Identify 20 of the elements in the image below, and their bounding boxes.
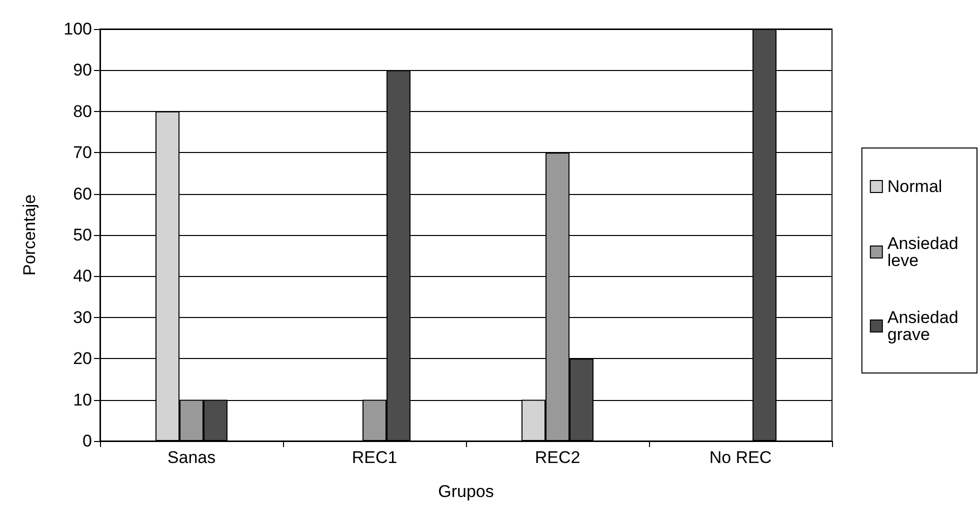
y-tick-label: 50 <box>73 226 92 244</box>
y-tick-label: 70 <box>73 143 92 162</box>
x-tick-label: REC1 <box>352 448 398 467</box>
y-tick-label: 10 <box>73 390 92 410</box>
y-axis-title: Porcentaje <box>20 194 39 276</box>
x-tick-label: Sanas <box>167 448 216 467</box>
legend-label: Ansiedad grave <box>887 308 964 344</box>
y-tick-label: 60 <box>73 184 92 204</box>
y-tick-label: 0 <box>82 432 92 450</box>
y-tick-label: 30 <box>73 308 92 327</box>
x-axis-title: Grupos <box>438 482 494 501</box>
legend-label: Ansiedad leve <box>887 234 964 270</box>
y-tick-label: 20 <box>73 349 92 368</box>
y-tick-label: 90 <box>73 60 92 80</box>
y-tick-label: 40 <box>73 266 92 286</box>
x-tick-label: No REC <box>709 448 772 467</box>
x-tick-label: REC2 <box>534 448 580 467</box>
y-tick-label: 80 <box>73 102 92 121</box>
y-tick-label: 100 <box>64 20 92 38</box>
legend-label: Normal <box>887 177 942 196</box>
